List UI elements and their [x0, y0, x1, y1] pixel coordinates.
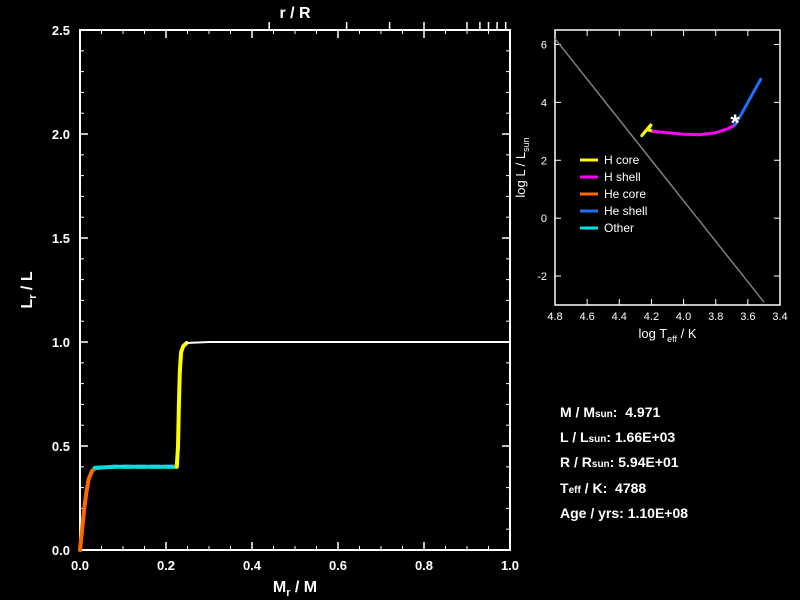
svg-text:He shell: He shell	[604, 204, 647, 218]
svg-text:log Teff / K: log Teff / K	[638, 326, 696, 344]
info-age: Age / yrs: 1.10E+08	[560, 501, 688, 526]
svg-text:0: 0	[541, 213, 547, 225]
svg-text:0.2: 0.2	[157, 558, 175, 573]
svg-text:4.8: 4.8	[547, 311, 562, 323]
svg-text:1.0: 1.0	[501, 558, 519, 573]
svg-text:3.4: 3.4	[772, 311, 787, 323]
svg-text:*: *	[730, 110, 740, 137]
svg-text:log L / Lsun: log L / Lsun	[513, 137, 531, 197]
svg-text:3.8: 3.8	[708, 311, 723, 323]
svg-text:0.6: 0.6	[329, 558, 347, 573]
svg-text:Mr / M: Mr / M	[273, 579, 317, 599]
svg-text:H core: H core	[604, 153, 640, 167]
svg-text:2: 2	[541, 155, 547, 167]
svg-text:2.0: 2.0	[52, 127, 70, 142]
svg-text:Lr / L: Lr / L	[19, 271, 39, 308]
svg-text:1.0: 1.0	[52, 335, 70, 350]
svg-text:4.0: 4.0	[676, 311, 691, 323]
svg-text:4.4: 4.4	[612, 311, 627, 323]
svg-text:He core: He core	[604, 187, 646, 201]
svg-text:0.8: 0.8	[415, 558, 433, 573]
svg-text:6: 6	[541, 39, 547, 51]
svg-text:2.5: 2.5	[52, 23, 70, 38]
svg-text:0.0: 0.0	[52, 543, 70, 558]
svg-text:4.6: 4.6	[579, 311, 594, 323]
info-teff: Teff / K: 4788	[560, 476, 688, 501]
svg-text:1.5: 1.5	[52, 231, 70, 246]
svg-text:3.6: 3.6	[740, 311, 755, 323]
svg-text:r / R: r / R	[279, 5, 311, 22]
svg-text:4.2: 4.2	[644, 311, 659, 323]
svg-text:0.0: 0.0	[71, 558, 89, 573]
svg-text:Other: Other	[604, 221, 634, 235]
svg-text:4: 4	[541, 97, 547, 109]
svg-text:0.5: 0.5	[52, 439, 70, 454]
info-luminosity: L / Lsun: 1.66E+03	[560, 425, 688, 450]
stellar-info-block: M / Msun: 4.971 L / Lsun: 1.66E+03 R / R…	[560, 400, 688, 526]
svg-text:0.4: 0.4	[243, 558, 262, 573]
svg-text:-2: -2	[537, 271, 547, 283]
svg-text:H shell: H shell	[604, 170, 641, 184]
info-radius: R / Rsun: 5.94E+01	[560, 450, 688, 475]
info-mass: M / Msun: 4.971	[560, 400, 688, 425]
